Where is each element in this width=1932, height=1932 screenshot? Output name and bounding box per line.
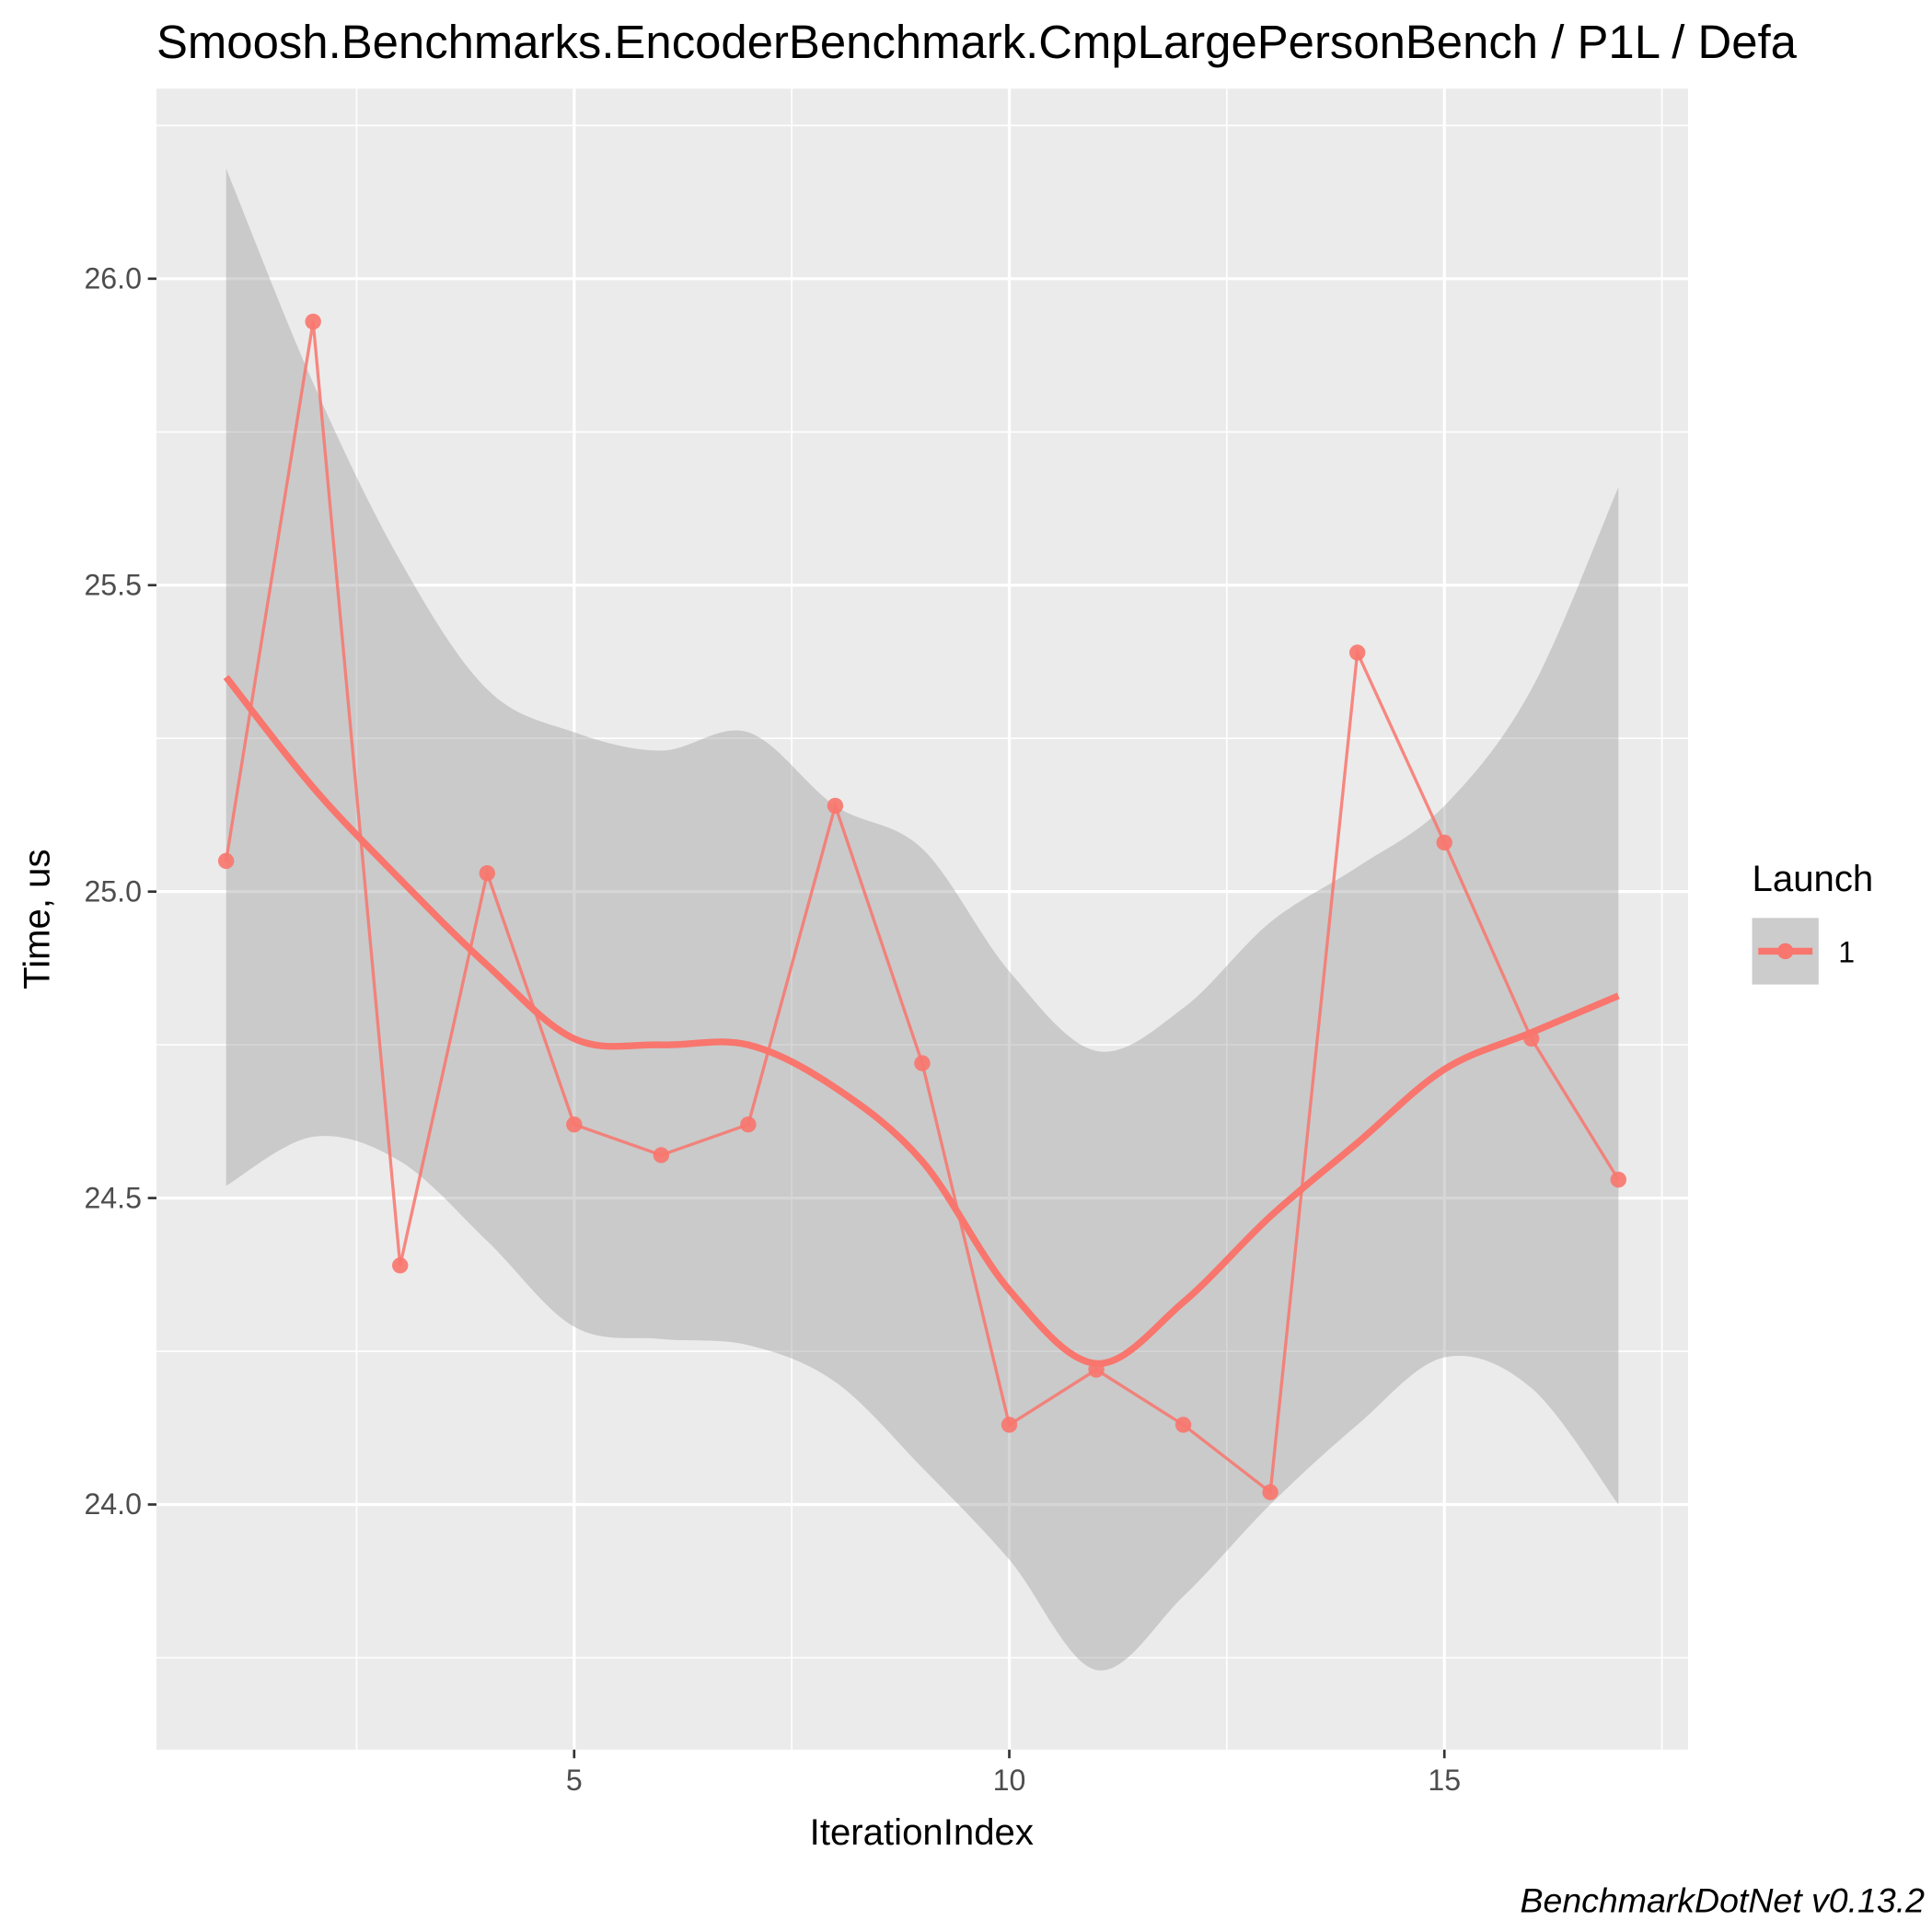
data-point (914, 1055, 931, 1071)
legend-title: Launch (1753, 858, 1874, 899)
y-tick-label: 26.0 (84, 262, 142, 295)
x-tick-label: 15 (1428, 1764, 1461, 1797)
legend-point (1776, 943, 1794, 960)
y-tick-label: 25.5 (84, 568, 142, 601)
y-tick-label: 25.0 (84, 874, 142, 908)
data-point (1262, 1484, 1278, 1500)
y-tick-label: 24.5 (84, 1181, 142, 1214)
data-point (1088, 1361, 1105, 1378)
data-point (1001, 1417, 1018, 1433)
data-point (217, 852, 235, 870)
plot-panel (156, 88, 1688, 1750)
caption: BenchmarkDotNet v0.13.2 (1521, 1881, 1926, 1920)
data-point (1610, 1171, 1627, 1188)
data-point (653, 1147, 670, 1163)
data-point (827, 797, 844, 815)
x-axis-title: IterationIndex (810, 1811, 1034, 1853)
y-axis-title: Time, us (17, 849, 58, 989)
data-point (1436, 834, 1452, 851)
x-tick-label: 10 (993, 1764, 1026, 1797)
data-point (305, 313, 321, 330)
y-tick-label: 24.0 (84, 1487, 142, 1521)
legend-label: 1 (1838, 935, 1855, 968)
x-tick-label: 5 (566, 1764, 583, 1797)
data-point (392, 1257, 409, 1274)
data-point (566, 1116, 583, 1133)
data-point (1174, 1417, 1192, 1433)
confidence-band (226, 168, 1619, 1671)
data-point (1523, 1030, 1540, 1047)
smooth-line (223, 675, 1620, 1368)
chart-title: Smoosh.Benchmarks.EncoderBenchmark.CmpLa… (156, 16, 1798, 68)
data-point (740, 1116, 757, 1133)
data-point (1348, 644, 1366, 661)
data-point (479, 864, 495, 882)
